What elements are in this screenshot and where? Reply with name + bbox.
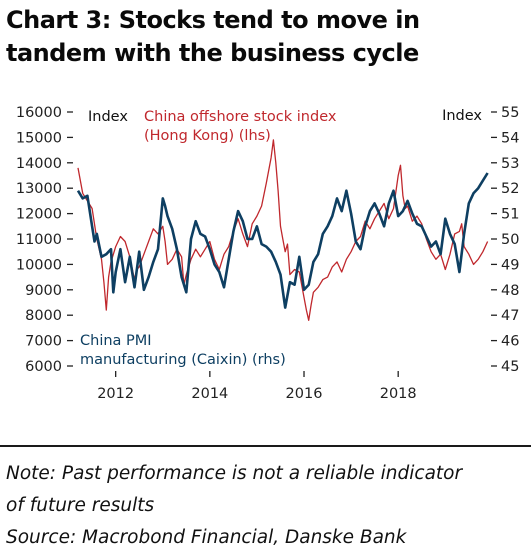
pmi-legend-line-1: China PMI	[80, 333, 152, 349]
stock-legend-line-2: (Hong Kong) (lhs)	[144, 128, 271, 144]
x-tick-label: 2014	[191, 386, 228, 402]
chart-title-line-2: tandem with the business cycle	[6, 39, 419, 67]
left-tick-label: 13000	[16, 181, 62, 197]
right-tick-label: 53	[501, 156, 519, 172]
left-tick-label: 11000	[16, 232, 62, 248]
left-tick-label: 8000	[25, 308, 62, 324]
x-tick-label: 2016	[286, 386, 323, 402]
right-tick-label: 49	[501, 257, 519, 273]
right-tick-label: 52	[501, 181, 519, 197]
left-tick-label: 9000	[25, 283, 62, 299]
left-axis-unit-label: Index	[88, 109, 128, 125]
left-tick-label: 12000	[16, 207, 62, 223]
right-tick-label: 55	[501, 105, 519, 121]
left-axis: 6000 7000 8000 9000 10000 11000 12000 13000 1400…	[16, 105, 73, 375]
chart-title: Chart 3: Stocks tend to move in tandem w…	[6, 4, 526, 70]
right-axis-unit-label: Index	[442, 108, 482, 124]
x-tick-label: 2012	[97, 386, 134, 402]
right-tick-label: 46	[501, 334, 519, 350]
right-tick-label: 48	[501, 283, 519, 299]
left-tick-label: 7000	[25, 334, 62, 350]
right-axis: 45 46 47 48 49 50 51 52 53 54 55	[491, 105, 519, 375]
note-line-1: Note: Past performance is not a reliable…	[6, 463, 463, 484]
stock-legend-line-1: China offshore stock index	[144, 109, 337, 125]
stock-index-series-line	[77, 139, 489, 321]
note-line-2: of future results	[6, 495, 155, 516]
pmi-series-line	[76, 172, 489, 309]
left-tick-label: 16000	[16, 105, 62, 121]
right-tick-label: 51	[501, 207, 519, 223]
pmi-legend-line-2: manufacturing (Caixin) (rhs)	[80, 352, 286, 368]
right-tick-label: 54	[501, 130, 519, 146]
x-axis: 2012 2014 2016 2018	[97, 371, 417, 402]
source-line: Source: Macrobond Financial, Danske Bank	[6, 527, 407, 548]
right-tick-label: 50	[501, 232, 519, 248]
left-tick-label: 14000	[16, 156, 62, 172]
left-tick-label: 6000	[25, 359, 62, 375]
right-tick-label: 45	[501, 359, 519, 375]
left-tick-label: 15000	[16, 130, 62, 146]
left-tick-label: 10000	[16, 257, 62, 273]
footnotes: Note: Past performance is not a reliable…	[6, 458, 528, 554]
right-tick-label: 47	[501, 308, 519, 324]
x-tick-label: 2018	[380, 386, 417, 402]
chart-title-line-1: Chart 3: Stocks tend to move in	[6, 6, 420, 34]
dual-axis-line-chart: 6000 7000 8000 9000 10000 11000 12000 13000 1400…	[0, 105, 531, 447]
